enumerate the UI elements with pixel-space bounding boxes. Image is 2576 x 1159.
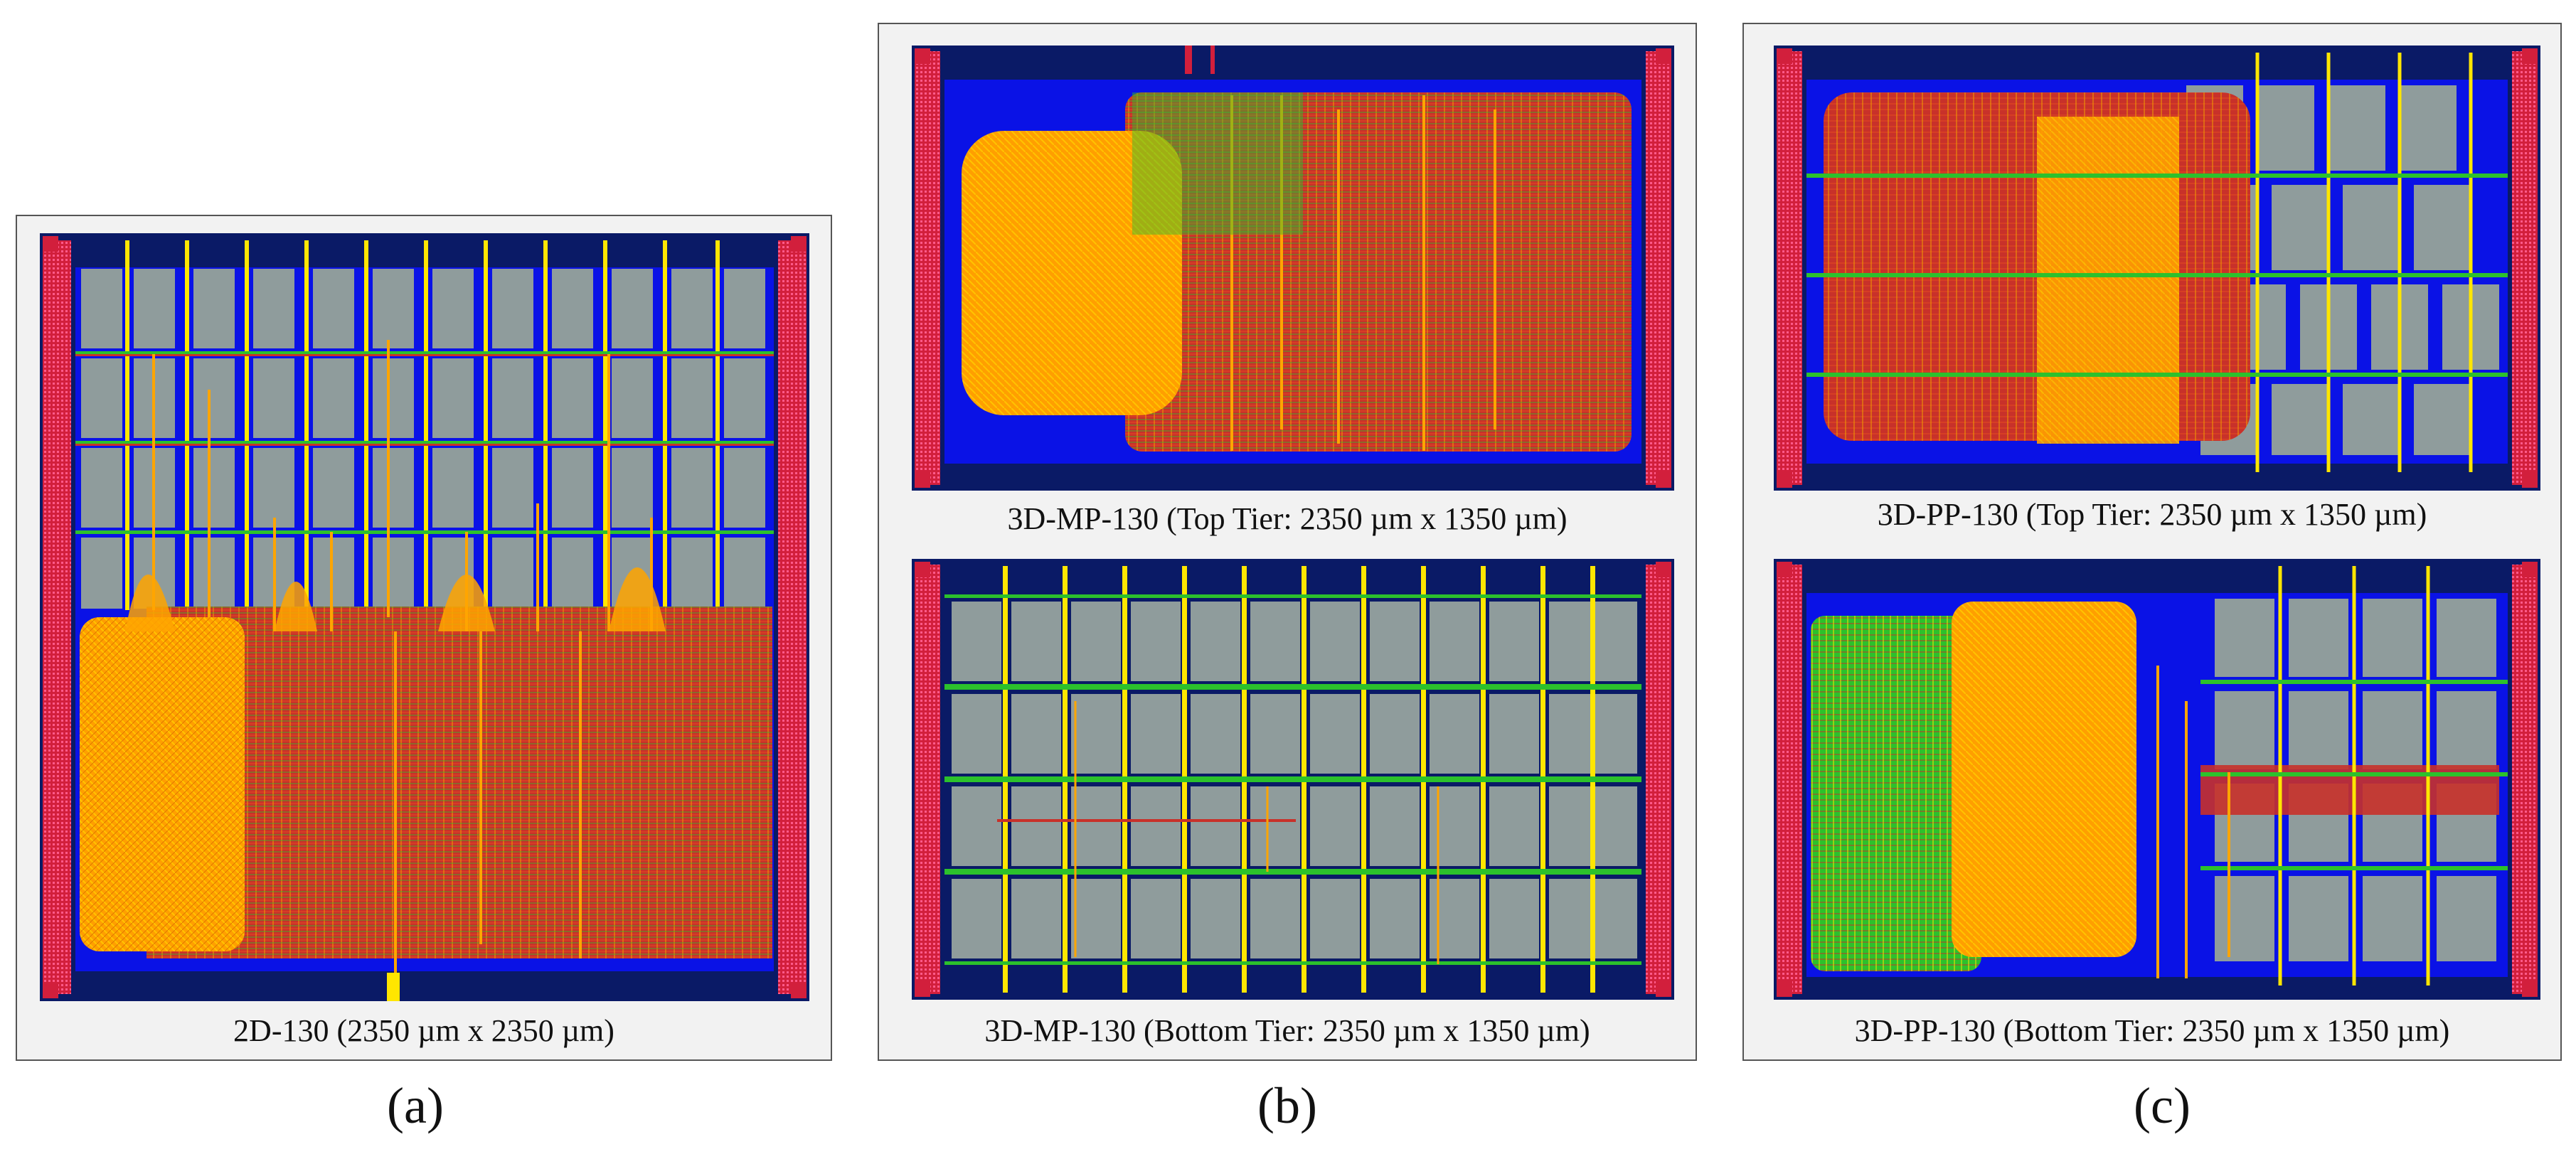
panel-label-c: (c) [2134,1077,2191,1134]
layout-3d-mp-130-top [912,46,1674,491]
logic-cluster-orange [2037,117,2179,444]
layout-3d-pp-130-top [1774,46,2540,491]
layout-2d-130 [40,233,809,1001]
routing-bands [1806,173,2508,377]
logic-cluster-orange [80,617,245,951]
io-ring-left [915,565,940,994]
logic-cluster-orange [962,131,1182,415]
routing-bands [2200,680,2508,870]
caption-3d-mp-bottom: 3D-MP-130 (Bottom Tier: 2350 µm x 1350 µ… [984,1013,1590,1048]
io-ring-right [1646,565,1671,994]
io-ring-right [1646,51,1671,485]
route-fans [125,567,666,631]
vertical-routes [152,340,653,973]
panel-b: 3D-MP-130 (Top Tier: 2350 µm x 1350 µm) … [878,23,1697,1061]
caption-3d-pp-top: 3D-PP-130 (Top Tier: 2350 µm x 1350 µm) [1877,497,2427,532]
io-ring-left [1777,565,1802,994]
caption-2d-130: 2D-130 (2350 µm x 2350 µm) [233,1013,614,1048]
caption-3d-mp-top: 3D-MP-130 (Top Tier: 2350 µm x 1350 µm) [1007,501,1568,536]
io-ring-right [2512,565,2538,994]
panel-label-b: (b) [1257,1077,1317,1134]
std-cell-region-green [1811,616,1981,971]
macro-pins [125,240,720,610]
caption-3d-pp-bottom: 3D-PP-130 (Bottom Tier: 2350 µm x 1350 µ… [1854,1013,2450,1048]
io-ring-right [778,240,807,994]
routing-bands [75,351,774,534]
vertical-routes [1230,95,1496,451]
layout-3d-pp-130-bottom [1774,559,2540,1000]
io-ring-left [43,240,71,994]
sram-macro-array [2215,599,2496,961]
panel-a: 2D-130 (2350 µm x 2350 µm) [16,215,832,1061]
io-ring-left [1777,51,1802,485]
std-cell-region [1125,92,1632,452]
panel-c: 3D-PP-130 (Top Tier: 2350 µm x 1350 µm) [1742,23,2562,1061]
panel-label-a: (a) [387,1077,444,1134]
corner-pads [43,236,807,998]
macro-pins [2255,53,2473,472]
layout-3d-mp-130-bottom [912,559,1674,1000]
io-ring-left [915,51,940,485]
routing-bands [944,594,1641,965]
logic-cluster-orange [1952,602,2136,957]
std-cell-region [147,607,772,958]
io-ring-right [2512,51,2538,485]
sram-macro-array [952,602,1637,958]
sram-macro-array [81,269,765,609]
